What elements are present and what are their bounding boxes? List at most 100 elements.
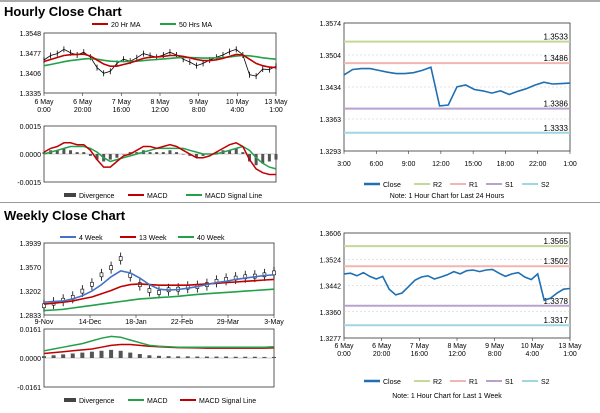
weekly-price-xtick-label: 18-Jan (125, 319, 147, 326)
weekly-divergence-bar (204, 356, 209, 358)
weekly-13week-line (43, 278, 275, 305)
weekly-divergence-bar (214, 356, 219, 358)
weekly-levels-ytick-label: 1.3442 (320, 284, 342, 291)
hourly-levels-level-s1-label: 1.3386 (544, 100, 569, 109)
hourly-divergence-bar (267, 154, 271, 162)
hourly-50hr-ma-line (43, 54, 277, 67)
weekly-levels-xtick-label: 0:00 (337, 351, 351, 358)
hourly-divergence-bar (115, 154, 119, 158)
hourly-levels-ytick-label: 1.3363 (320, 117, 342, 124)
weekly-levels-xtick-label: 20:00 (373, 351, 391, 358)
weekly-levels-legend-close-label: Close (383, 379, 401, 386)
weekly-divergence-bar (243, 356, 248, 358)
hourly-levels-level-r1-label: 1.3486 (544, 54, 569, 63)
weekly-macd-ytick-label: 0.0161 (20, 327, 42, 334)
weekly-price-candle-body (109, 265, 113, 270)
weekly-divergence-bar (252, 356, 257, 358)
hourly-legend-macd-signal-label: MACD Signal Line (205, 193, 262, 200)
hourly-divergence-bar (42, 152, 46, 154)
hourly-levels-xtick-label: 1:00 (563, 161, 577, 168)
hourly-price-line (43, 48, 277, 77)
hourly-divergence-bar (241, 152, 245, 154)
weekly-levels-close-line (343, 268, 571, 302)
hourly-levels-xtick-label: 15:00 (464, 161, 482, 168)
weekly-levels-legend-r2-label: R2 (433, 379, 442, 386)
weekly-divergence-bar (128, 352, 133, 358)
hourly-section-title: Hourly Close Chart (4, 4, 122, 19)
weekly-price-candle-body (157, 290, 161, 295)
hourly-levels-legend-r1-label: R1 (469, 182, 478, 189)
weekly-section-title: Weekly Close Chart (4, 208, 126, 223)
hourly-divergence-bar (135, 152, 139, 154)
hourly-divergence-bar (148, 152, 152, 154)
weekly-price-xtick-label: 3-May (264, 319, 284, 326)
weekly-levels-level-r1-label: 1.3502 (544, 257, 569, 266)
hourly-divergence-bar (69, 150, 73, 154)
weekly-levels-xtick-label: 10 May (521, 343, 544, 350)
hourly-divergence-bar (82, 152, 86, 154)
weekly-price-xtick-label: 29-Mar (217, 319, 240, 326)
hourly-divergence-bar (254, 154, 258, 166)
hourly-price-xtick-label: 8:00 (192, 107, 206, 114)
hourly-legend-divergence-label: Divergence (79, 193, 115, 200)
weekly-levels-xtick-label: 8:00 (488, 351, 502, 358)
weekly-divergence-bar (262, 356, 267, 358)
hourly-divergence-bar (228, 150, 232, 154)
hourly-legend-divergence-swatch (64, 193, 76, 197)
weekly-price-plot-frame (43, 242, 275, 316)
hourly-macd-line (43, 141, 276, 176)
hourly-macd-ytick-label: 0.0015 (20, 124, 42, 131)
section-divider (0, 202, 600, 203)
hourly-levels-ytick-label: 1.3293 (320, 149, 342, 156)
hourly-legend-macd-label: MACD (147, 193, 168, 200)
hourly-divergence-bar (55, 150, 59, 154)
weekly-divergence-bar (80, 352, 85, 358)
weekly-divergence-bar (176, 356, 181, 358)
weekly-price-candle-body (90, 281, 94, 287)
hourly-macd-ytick-label: -0.0015 (17, 180, 41, 187)
weekly-divergence-bar (137, 354, 142, 358)
hourly-20hr-ma-line (43, 53, 277, 69)
hourly-divergence-bar (188, 154, 192, 156)
hourly-price-xtick-label: 20:00 (74, 107, 92, 114)
hourly-levels-xtick-label: 18:00 (497, 161, 515, 168)
hourly-divergence-bar (122, 154, 126, 155)
weekly-divergence-bar (224, 356, 229, 358)
weekly-divergence-bar (233, 356, 238, 358)
hourly-price-ytick-label: 1.3548 (20, 31, 42, 38)
hourly-levels-ytick-label: 1.3574 (320, 21, 342, 28)
weekly-divergence-bar (118, 350, 123, 358)
hourly-levels-level-r2-label: 1.3533 (544, 33, 569, 42)
hourly-levels-note: Note: 1 Hour Chart for Last 24 Hours (390, 193, 505, 200)
weekly-divergence-bar (42, 356, 46, 358)
weekly-levels-xtick-label: 6 May (372, 343, 392, 350)
weekly-price-xtick-label: 14-Dec (79, 319, 102, 326)
weekly-price-xtick-label: 9-Nov (35, 319, 54, 326)
hourly-price-xtick-label: 6 May (73, 99, 93, 106)
weekly-levels-xtick-label: 4:00 (526, 351, 540, 358)
hourly-levels-legend-s1-label: S1 (505, 182, 514, 189)
hourly-divergence-bar (75, 152, 79, 154)
weekly-levels-xtick-label: 7 May (410, 343, 430, 350)
hourly-price-xtick-label: 8 May (150, 99, 170, 106)
weekly-legend-13week-label: 13 Week (139, 235, 167, 242)
hourly-price-xtick-label: 13 May (265, 99, 288, 106)
weekly-levels-legend-r1-label: R1 (469, 379, 478, 386)
weekly-macd-ytick-label: -0.0161 (17, 385, 41, 392)
hourly-levels-xtick-label: 6:00 (369, 161, 383, 168)
weekly-levels-ytick-label: 1.3606 (320, 231, 342, 238)
weekly-levels-level-s1-label: 1.3378 (544, 297, 569, 306)
weekly-divergence-bar (51, 355, 56, 358)
hourly-price-ytick-label: 1.3477 (20, 51, 42, 58)
weekly-macd-line (43, 335, 275, 352)
hourly-levels-legend-close-label: Close (383, 182, 401, 189)
weekly-divergence-bar (70, 353, 75, 358)
weekly-divergence-bar (61, 354, 66, 358)
hourly-legend-20hr-ma-label: 20 Hr MA (111, 22, 141, 29)
weekly-divergence-bar (89, 351, 94, 358)
weekly-4week-line (43, 270, 275, 303)
hourly-price-xtick-label: 7 May (112, 99, 132, 106)
hourly-levels-ytick-label: 1.3504 (320, 53, 342, 60)
weekly-divergence-bar (272, 356, 276, 358)
